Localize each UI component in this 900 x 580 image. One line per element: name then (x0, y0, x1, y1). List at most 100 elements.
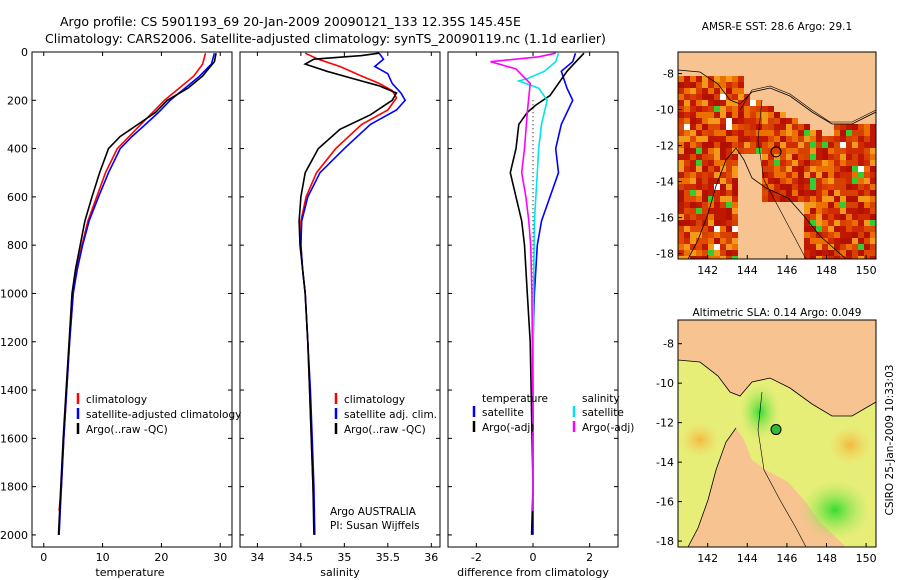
sst-cell (792, 172, 798, 178)
sst-cell (726, 88, 732, 94)
sst-cell (786, 148, 792, 154)
sst-cell (834, 160, 840, 166)
sst-cell (840, 244, 846, 250)
sst-cell (738, 112, 744, 118)
map-y-tick-label: -8 (663, 338, 674, 351)
sst-cell (840, 190, 846, 196)
sst-cell (690, 220, 696, 226)
sst-cell (810, 190, 816, 196)
sst-cell (774, 124, 780, 130)
difference-panel: -2 0 2 difference from climatology tempera… (447, 51, 634, 579)
sst-cell (690, 208, 696, 214)
sst-cell (804, 130, 810, 136)
sst-cell (810, 148, 816, 154)
sst-cell (732, 184, 738, 190)
sst-cell (678, 226, 684, 232)
sst-cell (858, 220, 864, 226)
sst-cell (720, 94, 726, 100)
sst-cell (720, 172, 726, 178)
sst-cell (756, 112, 762, 118)
sst-cell (678, 202, 684, 208)
sst-cell (720, 238, 726, 244)
sst-cell (846, 220, 852, 226)
y-tick-label: 1600 (0, 432, 28, 445)
x-tick-label: 34.5 (289, 551, 314, 564)
map-y-tick-label: -18 (656, 248, 674, 261)
sst-cell (780, 184, 786, 190)
argo-position-marker (770, 424, 782, 436)
sst-cell (846, 136, 852, 142)
sst-cell (816, 190, 822, 196)
sst-cell (726, 166, 732, 172)
sst-cell (804, 166, 810, 172)
sst-cell (852, 220, 858, 226)
sst-cell (696, 172, 702, 178)
sst-cell (864, 136, 870, 142)
sst-cell (804, 190, 810, 196)
sst-cell (750, 130, 756, 136)
sst-cell (726, 196, 732, 202)
sst-cell (762, 196, 768, 202)
sst-cell (690, 100, 696, 106)
sst-cell (822, 220, 828, 226)
sst-cell (702, 172, 708, 178)
sst-cell (762, 166, 768, 172)
sst-cell (714, 214, 720, 220)
sst-cell (732, 124, 738, 130)
map-x-tick-label: 144 (737, 552, 758, 565)
sst-cell (684, 172, 690, 178)
sst-cell (834, 238, 840, 244)
legend-text-argo: Argo(..raw -QC) (86, 424, 168, 436)
sst-cell (678, 232, 684, 238)
sst-cell (714, 244, 720, 250)
sst-cell (720, 226, 726, 232)
legend-text-temperature-argo: Argo(-adj) (482, 422, 534, 434)
sst-cell (732, 118, 738, 124)
sst-cell (858, 178, 864, 184)
sst-cell (708, 88, 714, 94)
sst-cell (678, 178, 684, 184)
sst-cell (804, 172, 810, 178)
sst-cell (738, 82, 744, 88)
sst-cell (798, 196, 804, 202)
sst-cell (696, 124, 702, 130)
sst-cell (738, 136, 744, 142)
sst-cell (834, 148, 840, 154)
sst-cell (822, 178, 828, 184)
sst-cell (840, 232, 846, 238)
sst-cell (702, 118, 708, 124)
sst-cell (738, 124, 744, 130)
sst-cell (816, 214, 822, 220)
map-y-tick-label: -10 (656, 377, 674, 390)
sst-cell (690, 148, 696, 154)
sst-cell (720, 118, 726, 124)
sst-cell (858, 226, 864, 232)
sst-cell (690, 202, 696, 208)
sst-cell (726, 118, 732, 124)
sst-cell (708, 172, 714, 178)
sst-cell (714, 142, 720, 148)
sst-cell (690, 190, 696, 196)
sst-cell (732, 142, 738, 148)
sst-cell (702, 184, 708, 190)
sst-cell (720, 196, 726, 202)
y-tick-label: 1000 (0, 287, 28, 300)
sst-cell (684, 184, 690, 190)
sst-cell (732, 82, 738, 88)
sst-cell (726, 100, 732, 106)
sst-cell (702, 130, 708, 136)
sst-cell (720, 106, 726, 112)
sst-cell (822, 256, 828, 259)
sst-cell (690, 136, 696, 142)
sst-cell (696, 178, 702, 184)
sst-cell (714, 220, 720, 226)
salinity-axes-frame (239, 51, 441, 548)
sst-cell (714, 136, 720, 142)
sst-cell (810, 244, 816, 250)
sst-cell (696, 142, 702, 148)
sst-cell (690, 112, 696, 118)
sst-cell (726, 142, 732, 148)
x-tick-label: 34 (250, 551, 264, 564)
sst-cell (780, 124, 786, 130)
sst-cell (816, 220, 822, 226)
